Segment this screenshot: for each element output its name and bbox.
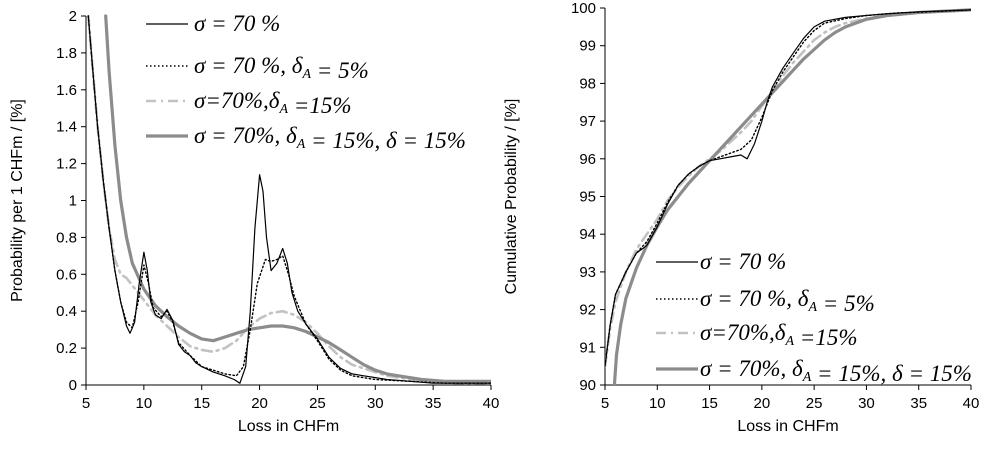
y-tick-label: 96 [579,151,596,168]
x-tick-label: 40 [963,395,980,412]
y-tick-label: 1 [69,193,77,210]
y-axis-label: Probability per 1 CHFm / [%] [9,99,26,302]
y-tick-label: 1.6 [56,82,77,99]
series-line-4 [104,14,491,383]
x-tick-label: 35 [910,395,927,412]
legend-entry-4: σ = 70%, δA = 15%, δ = 15% [700,356,972,386]
x-axis-label: Loss in CHFm [238,418,339,435]
y-tick-label: 0 [69,377,77,394]
legend: σ = 70 % σ = 70 %, δA = 5% σ=70%,δA =15% σ … [656,249,972,386]
x-tick-label: 25 [309,395,326,412]
x-tick-label: 15 [193,395,210,412]
series-lines [605,8,971,385]
series-line-2 [605,9,971,367]
legend-entry-2: σ = 70 %, δA = 5% [194,53,369,83]
y-tick-label: 0.6 [56,266,77,283]
legend-entry-3: σ=70%,δA =15% [194,88,351,118]
series-line-4 [612,8,971,385]
x-tick-label: 5 [82,395,90,412]
y-tick-label: 99 [579,38,596,55]
y-tick-label: 0.8 [56,229,77,246]
y-tick-label: 0.2 [56,340,77,357]
x-tick-label: 10 [136,395,153,412]
x-tick-label: 30 [367,395,384,412]
left-density-chart: 00.20.40.60.811.21.41.61.825 10 15 20 25 30 35… [9,8,499,435]
y-tick-label: 1.4 [56,119,77,136]
y-tick-label: 95 [579,189,596,206]
y-tick-label: 2 [69,8,77,25]
x-tick-label: 30 [858,395,875,412]
series-lines [87,14,491,385]
legend-entry-4: σ = 70%, δA = 15%, δ = 15% [194,123,466,153]
x-axis-label: Loss in CHFm [737,418,838,435]
legend-entry-3: σ=70%,δA =15% [700,320,857,350]
x-tick-label: 40 [483,395,500,412]
series-line-3 [605,8,971,368]
y-tick-label: 90 [579,377,596,394]
y-tick-label: 1.2 [56,156,77,173]
x-tick-label: 10 [649,395,666,412]
series-line-1 [605,9,971,367]
y-tick-label: 97 [579,113,596,130]
right-cumulative-chart: 90 91 92 93 94 95 96 97 98 99 100 5 10 15 20 25 30 35 40 Lo… [503,0,979,435]
legend-entry-1: σ = 70 % [194,11,280,36]
x-tick-label: 20 [754,395,771,412]
y-tick-label: 93 [579,264,596,281]
y-tick-label: 1.8 [56,45,77,62]
x-tick-label: 35 [425,395,442,412]
x-tick-label: 5 [601,395,609,412]
y-tick-label: 0.4 [56,303,77,320]
legend-entry-1: σ = 70 % [700,249,786,274]
y-tick-label: 98 [579,75,596,92]
x-tick-label: 25 [806,395,823,412]
legend-entry-2: σ = 70 %, δA = 5% [700,286,875,316]
y-tick-label: 94 [579,226,596,243]
series-line-1 [87,15,491,384]
y-tick-label: 91 [579,339,596,356]
x-tick-label: 20 [251,395,268,412]
y-tick-label: 92 [579,302,596,319]
series-line-2 [87,15,491,384]
y-tick-label: 100 [571,0,596,17]
y-axis-label: Cumulative Probability / [%] [503,99,520,295]
series-line-3 [87,14,491,385]
x-tick-label: 15 [701,395,718,412]
legend: σ = 70 % σ = 70 %, δA = 5% σ=70%,δA =15% σ … [146,11,466,153]
